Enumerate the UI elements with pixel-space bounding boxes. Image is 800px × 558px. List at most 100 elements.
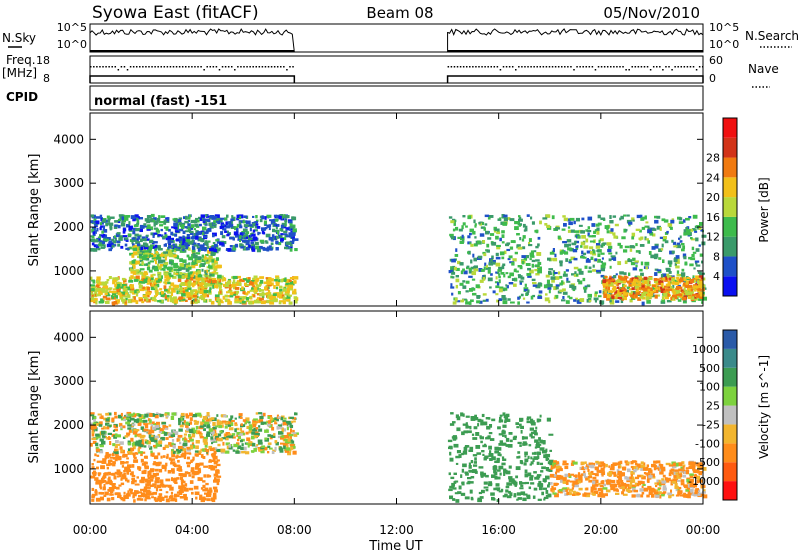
echo-cell bbox=[672, 295, 677, 298]
echo-cell bbox=[90, 284, 95, 286]
echo-cell bbox=[117, 244, 120, 247]
echo-cell bbox=[218, 284, 221, 287]
echo-cell bbox=[571, 243, 576, 246]
echo-cell bbox=[107, 279, 110, 281]
echo-cell bbox=[136, 293, 138, 296]
echo-cell bbox=[696, 248, 700, 252]
echo-cell bbox=[180, 272, 182, 275]
nave-point bbox=[157, 66, 159, 68]
freq-segment bbox=[448, 76, 703, 83]
nave-point bbox=[487, 66, 489, 68]
echo-cell bbox=[218, 300, 220, 303]
nave-point bbox=[579, 66, 581, 68]
echo-cell bbox=[670, 220, 674, 224]
echo-cell bbox=[564, 244, 569, 248]
echo-cell bbox=[107, 498, 111, 502]
echo-cell bbox=[590, 241, 595, 243]
echo-cell bbox=[531, 250, 534, 254]
nave-point bbox=[625, 69, 627, 71]
echo-cell bbox=[504, 217, 508, 221]
echo-cell bbox=[98, 472, 101, 476]
echo-cell bbox=[201, 286, 204, 290]
echo-cell bbox=[167, 298, 169, 302]
echo-cell bbox=[696, 265, 701, 267]
echo-cell bbox=[530, 482, 534, 484]
echo-cell bbox=[173, 218, 175, 220]
echo-cell bbox=[93, 419, 96, 422]
echo-cell bbox=[478, 498, 482, 501]
echo-cell bbox=[196, 440, 200, 444]
echo-cell bbox=[490, 233, 494, 236]
echo-cell bbox=[146, 235, 149, 237]
echo-cell bbox=[241, 286, 244, 289]
echo-cell bbox=[527, 268, 531, 271]
echo-cell bbox=[490, 438, 494, 441]
echo-cell bbox=[165, 445, 167, 447]
echo-cell bbox=[138, 491, 142, 493]
echo-cell bbox=[179, 222, 182, 225]
echo-cell bbox=[116, 455, 119, 457]
nave-point bbox=[527, 66, 529, 68]
echo-cell bbox=[494, 461, 498, 463]
echo-cell bbox=[559, 290, 563, 293]
echo-cell bbox=[147, 487, 151, 489]
echo-cell bbox=[165, 428, 168, 430]
echo-cell bbox=[529, 487, 531, 490]
echo-cell bbox=[162, 485, 167, 487]
echo-cell bbox=[643, 292, 648, 294]
echo-cell bbox=[143, 429, 148, 432]
echo-cell bbox=[164, 496, 168, 498]
echo-cell bbox=[595, 291, 598, 294]
echo-cell bbox=[169, 424, 172, 426]
echo-cell bbox=[129, 226, 133, 230]
echo-cell bbox=[98, 414, 102, 416]
echo-cell bbox=[535, 259, 540, 261]
echo-cell bbox=[671, 281, 675, 285]
echo-cell bbox=[206, 434, 210, 437]
echo-cell bbox=[159, 493, 163, 496]
echo-cell bbox=[114, 416, 117, 419]
echo-cell bbox=[554, 254, 556, 258]
echo-cell bbox=[621, 236, 625, 239]
nave-point bbox=[543, 66, 545, 68]
echo-cell bbox=[486, 437, 490, 440]
echo-cell bbox=[181, 482, 183, 485]
echo-cell bbox=[529, 434, 532, 437]
echo-cell bbox=[656, 460, 660, 463]
nave-point bbox=[213, 66, 215, 68]
echo-cell bbox=[294, 289, 297, 293]
echo-cell bbox=[161, 456, 163, 459]
echo-cell bbox=[131, 254, 134, 258]
echo-cell bbox=[607, 230, 610, 233]
echo-cell bbox=[230, 415, 233, 418]
nave-point bbox=[500, 69, 502, 71]
echo-cell bbox=[450, 220, 454, 223]
nsearch-label: N.Search bbox=[745, 29, 799, 43]
echo-cell bbox=[277, 231, 279, 235]
echo-cell bbox=[169, 261, 173, 264]
echo-cell bbox=[204, 256, 206, 259]
echo-cell bbox=[494, 472, 497, 475]
echo-cell bbox=[123, 473, 126, 475]
echo-cell bbox=[283, 446, 286, 449]
echo-cell bbox=[649, 251, 652, 255]
echo-cell bbox=[213, 223, 217, 225]
echo-cell bbox=[625, 261, 628, 265]
echo-cell bbox=[525, 470, 528, 474]
echo-cell bbox=[518, 247, 523, 250]
echo-cell bbox=[106, 298, 111, 301]
echo-cell bbox=[570, 218, 575, 221]
nave-point bbox=[561, 66, 563, 68]
echo-cell bbox=[533, 285, 537, 287]
echo-cell bbox=[188, 257, 193, 261]
echo-cell bbox=[280, 417, 283, 420]
echo-cell bbox=[213, 487, 217, 490]
echo-cell bbox=[676, 288, 680, 290]
echo-cell bbox=[233, 237, 235, 240]
echo-cell bbox=[522, 246, 525, 249]
echo-cell bbox=[200, 264, 202, 267]
echo-cell bbox=[454, 481, 457, 484]
echo-cell bbox=[474, 236, 476, 238]
echo-cell bbox=[294, 248, 298, 251]
echo-cell bbox=[99, 301, 104, 304]
